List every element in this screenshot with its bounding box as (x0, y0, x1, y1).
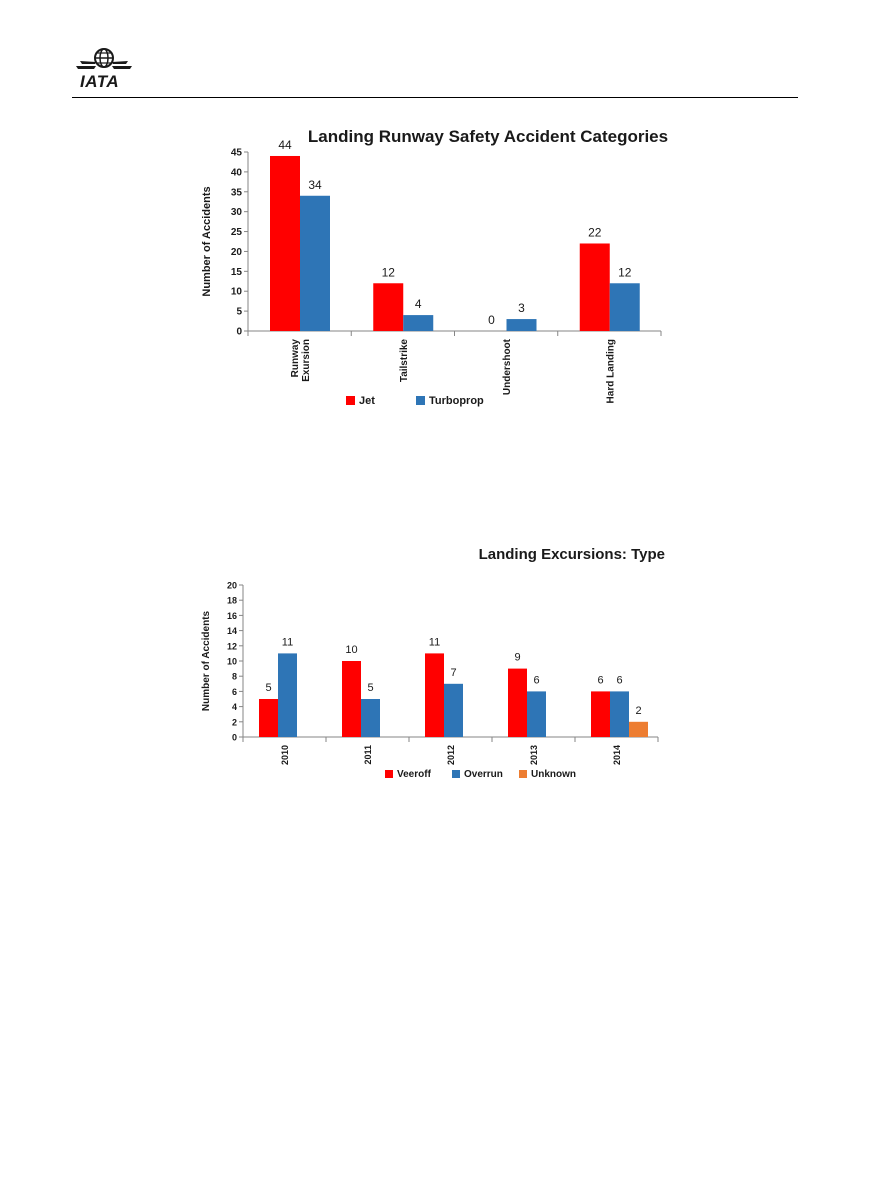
legend-swatch-unknown (519, 770, 527, 778)
y-tick-label: 10 (231, 287, 243, 298)
bar-turboprop (609, 283, 640, 331)
y-tick-label: 5 (236, 307, 242, 318)
y-tick-label: 12 (227, 641, 237, 651)
y-tick-label: 0 (232, 733, 237, 743)
data-label: 11 (282, 636, 293, 648)
bar-jet (270, 155, 300, 331)
legend-swatch-overrun (452, 770, 460, 778)
bar-overrun (527, 691, 546, 737)
y-tick-label: 14 (227, 626, 237, 636)
data-label: 5 (367, 682, 373, 694)
y-tick-label: 4 (232, 702, 237, 712)
data-label: 6 (597, 674, 603, 686)
bar-turboprop (300, 195, 330, 331)
data-label: 6 (616, 674, 622, 686)
x-category-label: 2013 (529, 745, 539, 765)
chart-title: Landing Excursions: Type (479, 546, 665, 563)
data-label: 9 (514, 652, 520, 664)
data-label: 7 (450, 667, 456, 679)
y-tick-label: 2 (232, 717, 237, 727)
data-label: 4 (415, 297, 422, 311)
y-tick-label: 35 (231, 187, 243, 198)
x-category-label: Hard Landing (605, 339, 616, 403)
legend-swatch-jet (346, 396, 355, 405)
data-label: 12 (618, 265, 632, 279)
chart-title: Landing Runway Safety Accident Categorie… (308, 127, 668, 146)
data-label: 2 (635, 705, 641, 717)
bar-turboprop (403, 315, 434, 331)
data-label: 44 (278, 138, 292, 152)
bar-veeroff (508, 668, 527, 737)
bar-veeroff (259, 699, 278, 737)
y-tick-label: 20 (227, 581, 237, 591)
legend-swatch-veeroff (385, 770, 393, 778)
data-label: 3 (518, 301, 525, 315)
chart-landing-excursions-type: Landing Excursions: Type Number of Accide… (201, 546, 665, 780)
x-category-label: Exursion (301, 339, 312, 382)
logo-text: IATA (80, 72, 120, 91)
y-tick-label: 40 (231, 167, 243, 178)
data-label: 0 (488, 313, 495, 327)
legend-label-jet: Jet (359, 395, 375, 407)
bar-unknown (629, 721, 648, 737)
x-category-label: 2010 (280, 745, 290, 765)
y-tick-label: 16 (227, 611, 237, 621)
bar-overrun (444, 683, 463, 737)
legend-label-veeroff: Veeroff (397, 769, 432, 780)
y-tick-label: 0 (236, 327, 242, 338)
bar-overrun (278, 653, 297, 737)
y-axis-label: Number of Accidents (201, 610, 212, 711)
y-axis-label: Number of Accidents (201, 186, 213, 296)
y-tick-label: 6 (232, 687, 237, 697)
data-label: 12 (382, 265, 396, 279)
bar-overrun (361, 699, 380, 737)
y-tick-label: 18 (227, 596, 237, 606)
x-category-label: Runway (290, 339, 301, 378)
y-tick-label: 45 (231, 148, 243, 159)
iata-globe-logo-icon (76, 48, 132, 69)
bar-veeroff (591, 691, 610, 737)
data-label: 5 (265, 682, 271, 694)
y-tick-label: 25 (231, 227, 243, 238)
x-category-label: Tailstrike (399, 339, 410, 383)
legend-swatch-turboprop (416, 396, 425, 405)
legend-label-turboprop: Turboprop (429, 395, 484, 407)
x-category-label: 2014 (612, 745, 622, 765)
legend-label-unknown: Unknown (531, 769, 576, 780)
bar-overrun (610, 691, 629, 737)
x-category-label: 2011 (363, 745, 373, 765)
chart-landing-runway-safety: Landing Runway Safety Accident Categorie… (201, 127, 668, 407)
bar-veeroff (425, 653, 444, 737)
y-tick-label: 10 (227, 657, 237, 667)
data-label: 34 (308, 178, 322, 192)
bar-jet (579, 243, 610, 331)
x-category-label: 2012 (446, 745, 456, 765)
data-label: 11 (429, 636, 440, 648)
bar-jet (373, 283, 404, 331)
header-divider (72, 97, 798, 98)
y-tick-label: 15 (231, 267, 243, 278)
data-label: 10 (345, 644, 357, 656)
y-tick-label: 8 (232, 672, 237, 682)
data-label: 6 (533, 674, 539, 686)
y-tick-label: 30 (231, 207, 243, 218)
bar-turboprop (506, 319, 537, 331)
page-header: IATA (0, 0, 891, 100)
legend-label-overrun: Overrun (464, 769, 503, 780)
data-label: 22 (588, 225, 602, 239)
x-category-label: Undershoot (502, 338, 513, 395)
bar-veeroff (342, 661, 361, 737)
y-tick-label: 20 (231, 247, 243, 258)
